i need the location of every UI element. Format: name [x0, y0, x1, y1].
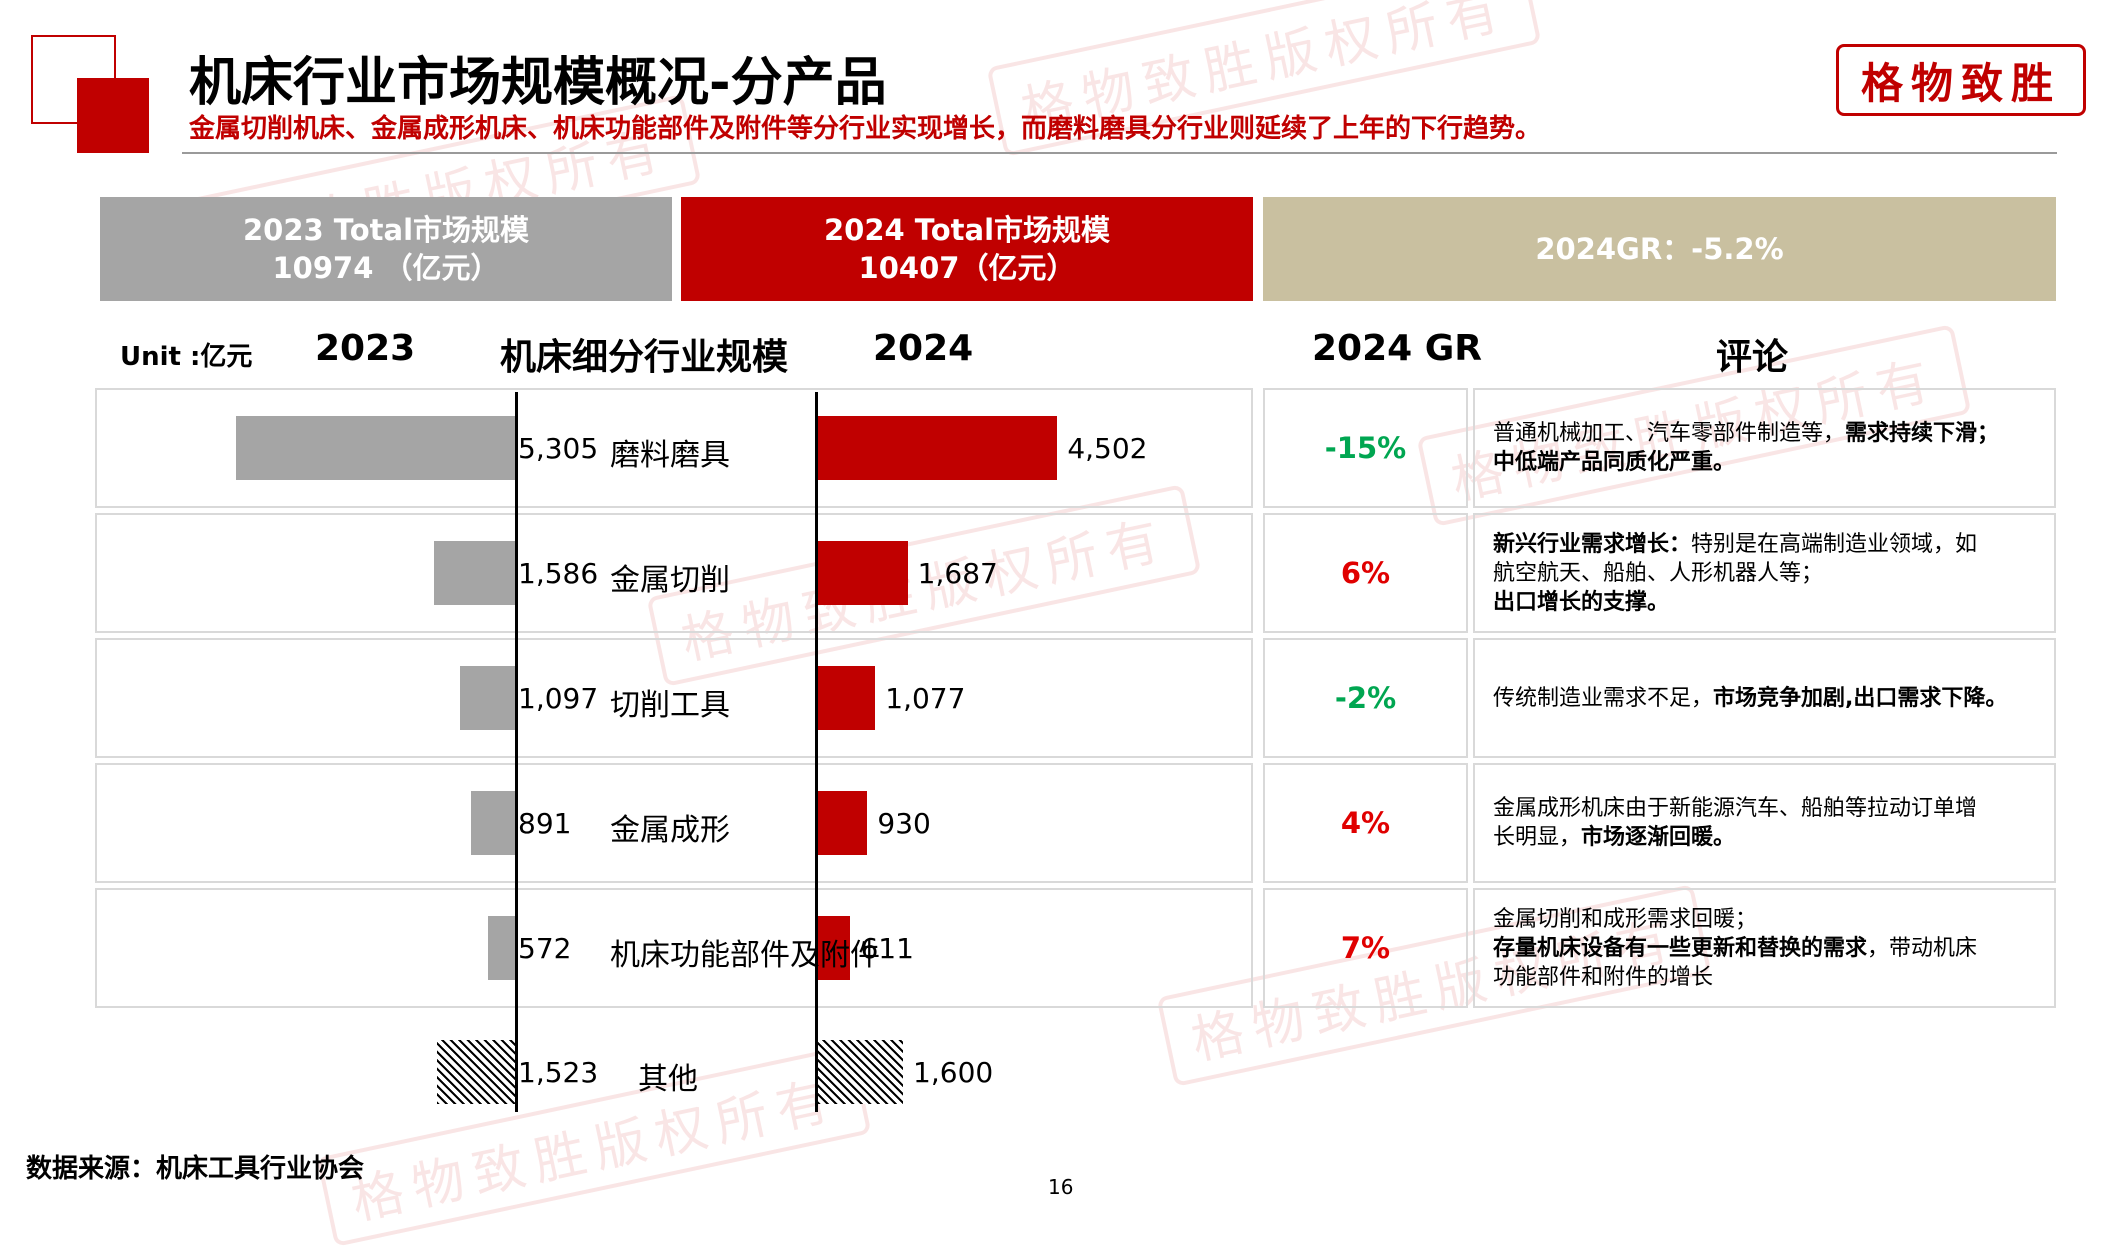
- comment-paragraph: 传统制造业需求不足，市场竞争加剧,出口需求下降。: [1493, 684, 2042, 713]
- summary-2024-line2: 10407（亿元）: [858, 251, 1076, 285]
- comment-segment: 需求持续下滑；: [1845, 421, 2000, 446]
- comment-segment: 新兴行业需求增长：: [1493, 531, 1692, 557]
- unit-label: Unit :亿元: [120, 342, 253, 372]
- page-subtitle: 金属切削机床、金属成形机床、机床功能部件及附件等分行业实现增长，而磨料磨具分行业…: [189, 114, 1542, 144]
- chart-row-frame: [95, 388, 1253, 508]
- chart-row-frame: [95, 763, 1253, 883]
- value-label-2024: 1,600: [913, 1056, 994, 1089]
- summary-gr-text: 2024GR：-5.2%: [1535, 232, 1784, 266]
- value-label-2023: 5,305: [518, 432, 599, 465]
- comment-text: 普通机械加工、汽车零部件制造等，需求持续下滑； 中低端产品同质化严重。: [1473, 388, 2056, 508]
- comment-segment: 普通机械加工、汽车零部件制造等，: [1493, 421, 1846, 446]
- comment-text: 传统制造业需求不足，市场竞争加剧,出口需求下降。: [1473, 638, 2056, 758]
- brand-logo: 格物致胜: [1836, 44, 2086, 116]
- bar-2024: [818, 416, 1058, 480]
- category-label: 金属切削: [610, 563, 730, 598]
- bar-2024: [818, 791, 868, 855]
- gr-cell-frame: [1263, 638, 1468, 758]
- value-label-2023: 891: [518, 807, 572, 840]
- category-label: 磨料磨具: [610, 438, 730, 473]
- growth-rate-value: -2%: [1334, 681, 1397, 715]
- comment-text: 新兴行业需求增长：特别是在高端制造业领域，如航空航天、船舶、人形机器人等； 出口增…: [1473, 513, 2056, 633]
- corner-decoration-fill: [77, 78, 149, 153]
- header-growth-rate: 2024 GR: [1312, 328, 1482, 369]
- chart-row-frame: [95, 888, 1253, 1008]
- growth-rate-value: 6%: [1340, 556, 1391, 590]
- comment-segment: 中低端产品同质化严重。: [1493, 450, 1736, 475]
- comment-segment: 市场竞争加剧,出口需求下降。: [1713, 685, 2008, 711]
- data-source: 数据来源：机床工具行业协会: [26, 1154, 365, 1184]
- comment-cell-frame: [1473, 888, 2056, 1008]
- bar-2024: [818, 916, 851, 980]
- axis-2024: [815, 392, 818, 1112]
- value-label-2024: 4,502: [1067, 432, 1148, 465]
- bar-2024: [818, 1040, 904, 1104]
- header-divider: [182, 152, 2057, 154]
- comment-segment: 特别是在高端制造业领域，如: [1691, 531, 1978, 557]
- header-2023: 2023: [315, 328, 416, 369]
- header-segment: 机床细分行业规模: [500, 337, 789, 378]
- header-comment: 评论: [1716, 337, 1789, 378]
- category-label: 金属成形: [610, 813, 730, 848]
- comment-paragraph: 金属成形机床由于新能源汽车、船舶等拉动订单增 长明显，市场逐渐回暖。: [1493, 794, 2042, 852]
- value-label-2023: 1,097: [518, 682, 599, 715]
- comment-segment: 市场逐渐回暖。: [1581, 825, 1736, 850]
- comment-segment: 金属切削和成形需求回暖；: [1493, 906, 1758, 932]
- comment-paragraph: 普通机械加工、汽车零部件制造等，需求持续下滑； 中低端产品同质化严重。: [1493, 419, 2042, 477]
- bar-2023: [459, 666, 518, 730]
- value-label-2024: 611: [860, 932, 914, 965]
- comment-paragraph: 金属切削和成形需求回暖； 存量机床设备有一些更新和替换的需求，带动机床功能部件和附…: [1493, 905, 2042, 992]
- header-2024: 2024: [873, 328, 974, 369]
- comment-text: 金属成形机床由于新能源汽车、船舶等拉动订单增 长明显，市场逐渐回暖。: [1473, 763, 2056, 883]
- summary-growth-rate: 2024GR：-5.2%: [1263, 197, 2056, 301]
- growth-rate-value: 7%: [1340, 931, 1391, 965]
- summary-2023-total: 2023 Total市场规模 10974 （亿元）: [100, 197, 672, 301]
- comment-cell-frame: [1473, 388, 2056, 508]
- comment-cell-frame: [1473, 638, 2056, 758]
- bar-2023: [437, 1040, 518, 1104]
- bar-2023: [433, 541, 518, 605]
- comment-segment: 传统制造业需求不足，: [1493, 685, 1714, 711]
- value-label-2023: 1,523: [518, 1056, 599, 1089]
- comment-paragraph: 新兴行业需求增长：特别是在高端制造业领域，如航空航天、船舶、人形机器人等； 出口增…: [1493, 530, 2042, 617]
- page-title: 机床行业市场规模概况-分产品: [189, 53, 887, 113]
- comment-cell-frame: [1473, 763, 2056, 883]
- value-label-2024: 930: [877, 807, 931, 840]
- value-label-2024: 1,077: [885, 682, 966, 715]
- summary-2023-line2: 10974 （亿元）: [272, 251, 500, 285]
- gr-cell-frame: [1263, 763, 1468, 883]
- growth-rate-value: 4%: [1340, 806, 1391, 840]
- bar-2023: [487, 916, 518, 980]
- category-label: 切削工具: [610, 688, 730, 723]
- gr-cell-frame: [1263, 388, 1468, 508]
- comment-segment: ，带动机床: [1867, 935, 1978, 961]
- bar-2023: [236, 416, 518, 480]
- comment-cell-frame: [1473, 513, 2056, 633]
- comment-text: 金属切削和成形需求回暖； 存量机床设备有一些更新和替换的需求，带动机床功能部件和附…: [1473, 888, 2056, 1008]
- page-number: 16: [1048, 1175, 1074, 1199]
- comment-segment: 存量机床设备有一些更新和替换的需求: [1493, 935, 1868, 961]
- bar-2024: [818, 666, 876, 730]
- chart-row-frame: [95, 638, 1253, 758]
- comment-segment: 金属成形机床由于新能源汽车、船舶等拉动订单增: [1493, 796, 1978, 821]
- category-label: 机床功能部件及附件: [610, 938, 880, 973]
- comment-segment: 功能部件和附件的增长: [1493, 964, 1714, 990]
- comment-segment: 长明显，: [1493, 825, 1582, 850]
- category-label: 其他: [638, 1062, 698, 1097]
- comment-segment: 航空航天、船舶、人形机器人等；: [1493, 560, 1824, 586]
- value-label-2023: 572: [518, 932, 572, 965]
- axis-2023: [515, 392, 518, 1112]
- chart-row-frame: [95, 513, 1253, 633]
- summary-2024-total: 2024 Total市场规模 10407（亿元）: [681, 197, 1253, 301]
- summary-2024-line1: 2024 Total市场规模: [823, 213, 1111, 247]
- comment-segment: 出口增长的支撑。: [1493, 589, 1670, 615]
- summary-2023-line1: 2023 Total市场规模: [242, 213, 530, 247]
- bar-2024: [818, 541, 908, 605]
- gr-cell-frame: [1263, 513, 1468, 633]
- bar-2023: [470, 791, 518, 855]
- value-label-2024: 1,687: [917, 557, 998, 590]
- growth-rate-value: -15%: [1324, 431, 1407, 465]
- gr-cell-frame: [1263, 888, 1468, 1008]
- value-label-2023: 1,586: [518, 557, 599, 590]
